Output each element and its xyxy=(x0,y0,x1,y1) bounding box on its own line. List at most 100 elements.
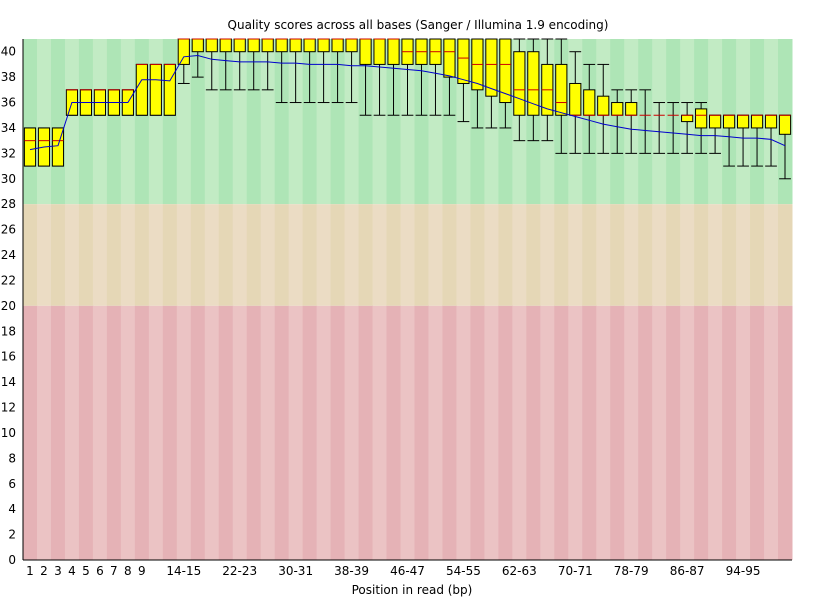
zone-stripe xyxy=(330,204,346,306)
zone-stripe xyxy=(582,305,597,560)
zone-stripe xyxy=(330,305,346,560)
zone-stripe xyxy=(78,305,94,560)
zone-stripe xyxy=(778,305,793,560)
zone-stripe xyxy=(750,305,765,560)
zone-stripe xyxy=(92,39,108,205)
x-tick-label: 78-79 xyxy=(614,564,649,578)
zone-stripe xyxy=(316,204,332,306)
zone-stripe xyxy=(176,39,192,205)
zone-stripe xyxy=(36,305,52,560)
zone-stripe xyxy=(246,204,262,306)
quartile-box xyxy=(51,127,65,167)
zone-stripe xyxy=(190,305,206,560)
quartile-box xyxy=(359,38,372,65)
quartile-box xyxy=(443,38,456,78)
zone-stripe xyxy=(204,305,220,560)
quartile-box xyxy=(345,38,358,53)
zone-stripe xyxy=(120,204,136,306)
x-tick-label: 2 xyxy=(40,564,48,578)
zone-stripe xyxy=(470,305,485,560)
zone-stripe xyxy=(708,204,723,306)
y-tick-label: 38 xyxy=(1,70,16,84)
quartile-box xyxy=(709,114,722,129)
zone-stripe xyxy=(512,305,527,560)
zone-stripe xyxy=(708,305,723,560)
zone-stripe xyxy=(764,305,779,560)
zone-stripe xyxy=(610,305,625,560)
zone-stripe xyxy=(624,305,639,560)
x-tick-label: 46-47 xyxy=(390,564,425,578)
mean-line xyxy=(29,54,786,151)
x-tick-label: 38-39 xyxy=(334,564,369,578)
zone-stripe xyxy=(134,39,150,205)
y-tick-label: 24 xyxy=(1,248,16,262)
zone-stripe xyxy=(190,204,206,306)
zone-stripe xyxy=(540,305,555,560)
zone-stripe xyxy=(36,39,52,205)
zone-stripe xyxy=(106,204,122,306)
quartile-box xyxy=(555,63,568,116)
zone-stripe xyxy=(372,39,388,205)
quartile-box xyxy=(681,114,694,123)
zone-stripe xyxy=(162,204,178,306)
zone-stripe xyxy=(554,305,569,560)
zone-stripe xyxy=(694,204,709,306)
quartile-box xyxy=(373,38,386,65)
zone-stripe xyxy=(414,204,429,306)
zone-stripe xyxy=(302,39,318,205)
quartile-box xyxy=(569,82,582,116)
y-tick-label: 14 xyxy=(1,375,16,389)
zone-stripe xyxy=(64,204,80,306)
zone-stripe xyxy=(260,305,276,560)
x-tick-label: 9 xyxy=(138,564,146,578)
zone-stripe xyxy=(526,305,541,560)
quartile-box xyxy=(219,38,232,53)
zone-stripe xyxy=(344,204,360,306)
zone-stripe xyxy=(218,204,234,306)
zone-stripe xyxy=(694,305,709,560)
quartile-box xyxy=(583,89,596,116)
median-layer xyxy=(24,38,791,142)
zone-stripe xyxy=(652,305,667,560)
x-tick-label: 7 xyxy=(110,564,118,578)
y-tick-label: 2 xyxy=(8,528,16,542)
zone-stripe xyxy=(218,305,234,560)
chart-title: Quality scores across all bases (Sanger … xyxy=(228,18,609,32)
quartile-box xyxy=(764,114,778,129)
zone-stripe xyxy=(358,305,374,560)
zone-stripe xyxy=(92,204,108,306)
zone-stripe xyxy=(274,39,290,205)
zone-stripe xyxy=(106,39,122,205)
x-tick-label: 5 xyxy=(82,564,90,578)
quartile-box xyxy=(778,114,792,135)
quartile-box xyxy=(289,38,302,53)
zone-stripe xyxy=(330,39,346,205)
quartile-box xyxy=(205,38,218,53)
quartile-box xyxy=(527,51,540,116)
zone-stripe xyxy=(484,305,499,560)
mean-line-layer xyxy=(29,54,786,151)
quartile-box xyxy=(750,114,764,129)
quartile-box xyxy=(695,108,708,129)
zone-stripe xyxy=(750,204,765,306)
zone-stripe xyxy=(134,305,150,560)
zone-stripe xyxy=(736,305,751,560)
zone-stripe xyxy=(246,39,262,205)
zone-stripe xyxy=(232,39,248,205)
quartile-box xyxy=(163,63,176,116)
zone-stripe xyxy=(666,305,681,560)
quartile-box xyxy=(261,38,274,53)
zone-stripe xyxy=(680,204,695,306)
zone-stripe xyxy=(456,305,471,560)
zone-stripe xyxy=(610,204,625,306)
zone-stripe xyxy=(596,305,611,560)
plot-background xyxy=(23,39,793,560)
zone-stripe xyxy=(400,204,415,306)
x-tick-label: 3 xyxy=(54,564,62,578)
quartile-box xyxy=(317,38,330,53)
zone-stripe xyxy=(624,204,639,306)
x-tick-label: 4 xyxy=(68,564,76,578)
y-tick-label: 0 xyxy=(8,553,16,567)
zone-stripe xyxy=(652,204,667,306)
